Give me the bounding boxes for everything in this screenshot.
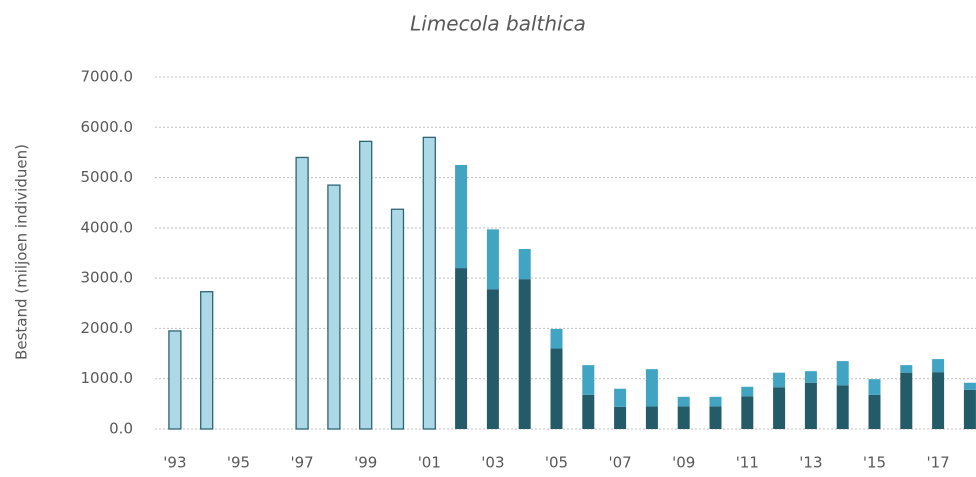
- bar-segment: [900, 365, 913, 373]
- x-tick-label: '97: [290, 454, 313, 472]
- bar-segment: [900, 372, 913, 429]
- bar-segment: [773, 372, 786, 388]
- bar-segment: [582, 365, 595, 395]
- bar-segment: [455, 165, 468, 269]
- x-tick-label: '01: [418, 454, 441, 472]
- x-tick-label: '03: [481, 454, 504, 472]
- x-tick-label: '95: [227, 454, 250, 472]
- bar-segment: [963, 382, 976, 390]
- bar-segment: [804, 382, 817, 429]
- y-tick-label: 4000.0: [81, 218, 134, 236]
- x-tick-label: '17: [926, 454, 949, 472]
- x-tick-label: '93: [163, 454, 186, 472]
- bar-segment: [804, 371, 817, 383]
- y-tick-label: 7000.0: [81, 68, 134, 86]
- bar-segment: [200, 291, 214, 430]
- bar-segment: [422, 136, 436, 430]
- bar-segment: [486, 289, 499, 429]
- bar-segment: [455, 268, 468, 429]
- bar-segment: [645, 406, 658, 429]
- x-tick-label: '09: [672, 454, 695, 472]
- y-tick-label: 3000.0: [81, 269, 134, 287]
- bar-segment: [836, 361, 849, 386]
- bar-segment: [168, 330, 182, 430]
- bar-segment: [390, 208, 405, 430]
- x-tick-label: '07: [608, 454, 631, 472]
- x-tick-label: '15: [863, 454, 886, 472]
- x-tick-label: '05: [545, 454, 568, 472]
- bar-segment: [582, 394, 595, 429]
- bar-segment: [486, 229, 499, 290]
- y-tick-label: 5000.0: [81, 168, 134, 186]
- bar-segment: [963, 389, 976, 429]
- bar-segment: [359, 140, 373, 430]
- bar-segment: [868, 379, 881, 395]
- x-tick-label: '13: [799, 454, 822, 472]
- bar-segment: [677, 406, 690, 429]
- bar-segment: [709, 396, 722, 407]
- bar-segment: [518, 248, 531, 280]
- y-tick-label: 6000.0: [81, 118, 134, 136]
- bar-segment: [932, 359, 945, 373]
- bar-segment: [614, 388, 627, 407]
- bar-segment: [741, 396, 754, 429]
- y-axis-label: Bestand (miljoen individuen): [13, 144, 31, 360]
- bar-segment: [614, 406, 627, 429]
- y-tick-label: 1000.0: [81, 369, 134, 387]
- y-tick-label: 2000.0: [81, 319, 134, 337]
- x-tick-label: '99: [354, 454, 377, 472]
- x-tick-label: '11: [736, 454, 759, 472]
- bar-segment: [741, 386, 754, 397]
- bar-segment: [868, 394, 881, 429]
- bar-segment: [295, 156, 309, 430]
- bar-segment: [645, 369, 658, 407]
- bar-segment: [773, 387, 786, 429]
- bar-segment: [836, 385, 849, 429]
- bar-segment: [518, 279, 531, 429]
- bar-segment: [550, 348, 563, 429]
- bar-segment: [932, 372, 945, 429]
- bar-segment: [709, 406, 722, 429]
- chart-title: Limecola balthica: [410, 12, 586, 36]
- bar-segment: [327, 184, 341, 430]
- bar-segment: [677, 396, 690, 407]
- y-tick-label: 0.0: [109, 420, 133, 438]
- bar-segment: [550, 328, 563, 349]
